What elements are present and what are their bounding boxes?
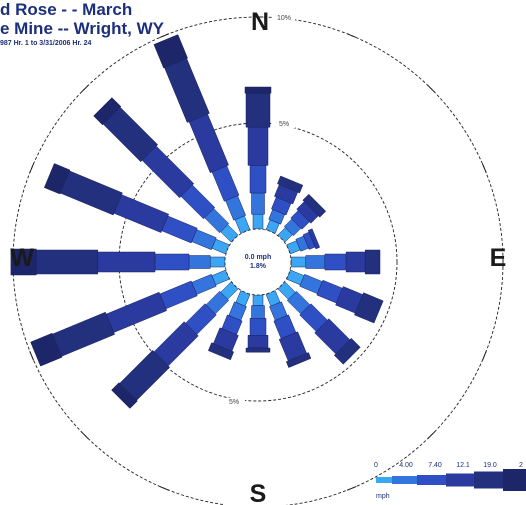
ring-label-top-10-bg [273,14,295,22]
petal-e-bin-2 [305,255,326,269]
petal-ese-bin-5 [354,292,384,324]
ring-tick [29,163,35,174]
compass-north: N [251,8,269,36]
petal-w-bin-4 [97,251,156,273]
petal-wnw-bin-5 [60,170,123,216]
petal-e-bin-3 [324,253,347,271]
petal-wnw-bin-6 [43,163,71,195]
ring-tick [427,431,436,440]
chart-title-line3: 987 Hr. 1 to 3/31/2006 Hr. 24 [0,40,92,47]
chart-title-line2: e Mine -- Wright, WY [0,19,165,38]
rose-grid: 5%5%10%10% [12,14,504,505]
legend-swatch-3 [417,475,446,485]
petal-w-bin-1 [209,256,226,268]
petal-n-bin-5 [245,93,271,128]
ring-tick [481,350,487,361]
petal-wsw-bin-6 [30,332,63,367]
legend-tick-1: 4.00 [399,462,413,469]
petal-ne-bin-5 [302,193,327,218]
petal-ene-bin-4 [307,228,321,250]
petal-nnw-bin-6 [153,34,188,69]
chart-title-line1: d Rose - - March [0,0,133,19]
ring-tick [481,163,487,174]
ring-label-top-10: 10% [277,15,291,22]
legend-swatch-5 [474,471,503,489]
ring-tick [346,485,357,491]
compass-west: W [10,244,34,272]
petal-nw-bin-6 [93,97,122,126]
petal-e-bin-4 [345,251,366,273]
petal-wnw-bin-4 [113,194,170,233]
petal-s-bin-3 [249,318,267,336]
compass-south: S [250,480,267,505]
legend-swatch-2 [392,476,417,484]
legend-tick-2: 7.40 [428,462,442,469]
legend-tick-5: 2 [519,462,523,469]
ring-tick [29,350,35,361]
legend-swatch-4 [446,473,474,487]
petal-wsw-bin-3 [159,280,198,310]
legend-swatch-6 [503,469,526,491]
petal-nne-bin-5 [277,175,304,194]
petal-ssw-bin-5 [207,342,235,361]
petal-w-bin-2 [188,255,211,269]
legend-tick-0: 0 [374,462,378,469]
petal-wnw-bin-3 [161,215,198,244]
ring-tick [80,84,89,93]
calm-speed-label: 0.0 mph [245,254,271,261]
petal-s-bin-4 [247,335,269,349]
legend-unit: mph [376,493,390,500]
ring-tick [159,485,170,491]
petal-n-bin-2 [251,192,265,215]
ring-tick [80,431,89,440]
petal-wsw-bin-4 [105,291,168,333]
petal-s-bin-2 [251,305,265,319]
speed-legend: 0 4.00 7.40 12.1 19.0 2 mph [374,462,526,500]
compass-east: E [490,244,507,272]
legend-tick-4: 19.0 [483,462,497,469]
ring-label-top-5: 5% [279,121,289,128]
ring-tick [346,33,357,39]
petal-w-bin-5 [36,249,99,275]
legend-tick-3: 12.1 [456,462,470,469]
ring-label-bottom-5-bg [223,398,245,406]
petal-e-bin-5 [364,249,381,275]
petal-s-bin-5 [245,347,271,353]
ring-label-bottom-5: 5% [229,399,239,406]
petal-s-bin-1 [252,294,264,306]
petal-e-bin-1 [290,256,307,268]
rose-petals [10,34,384,409]
petal-w-bin-6 [10,248,37,276]
petal-nnw-bin-4 [188,113,229,174]
petal-se-bin-5 [333,337,361,365]
petal-n-bin-4 [247,126,269,166]
petal-nnw-bin-5 [164,58,210,123]
petal-n-bin-6 [244,86,272,94]
petal-sse-bin-5 [285,352,312,368]
ring-label-top-5-bg [273,120,295,128]
petal-sw-bin-6 [111,382,138,409]
calm-circle [224,228,292,296]
ring-tick [427,84,436,93]
petal-n-bin-1 [252,213,264,230]
ring-tick [159,33,170,39]
petal-nnw-bin-3 [211,165,240,202]
petal-nw-bin-4 [141,145,195,199]
calm-percent-label: 1.8% [250,263,267,270]
petal-n-bin-3 [249,165,267,194]
petal-wsw-bin-5 [52,311,115,357]
petal-w-bin-3 [154,253,190,271]
legend-swatch-1 [376,477,392,483]
